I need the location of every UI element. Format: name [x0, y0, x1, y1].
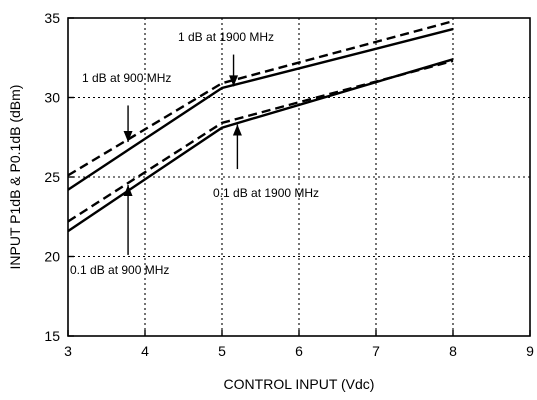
annotation-label: 1 dB at 900 MHz: [82, 71, 171, 85]
y-ticks: 15 20 25 30 35: [44, 10, 74, 344]
series-line: [68, 59, 453, 231]
grid: [68, 18, 530, 336]
y-tick-label: 35: [44, 10, 60, 26]
annotation-label: 0.1 dB at 1900 MHz: [213, 186, 319, 200]
y-tick-label: 20: [44, 249, 60, 265]
x-ticks: 3 4 5 6 7 8 9: [64, 330, 534, 359]
y-tick-label: 25: [44, 169, 60, 185]
x-tick-label: 7: [372, 343, 380, 359]
x-tick-label: 3: [64, 343, 72, 359]
x-tick-label: 5: [218, 343, 226, 359]
x-tick-label: 9: [526, 343, 534, 359]
x-tick-label: 8: [449, 343, 457, 359]
y-tick-label: 15: [44, 328, 60, 344]
annotation-label: 0.1 dB at 900 MHz: [70, 263, 169, 277]
series-line: [68, 29, 453, 190]
y-axis-label: INPUT P1dB & P0.1dB (dBm): [7, 85, 23, 270]
annotation-label: 1 dB at 1900 MHz: [178, 30, 274, 44]
x-tick-label: 6: [295, 343, 303, 359]
x-tick-label: 4: [141, 343, 149, 359]
annotation-arrow-head: [124, 185, 133, 196]
y-tick-label: 30: [44, 90, 60, 106]
x-axis-label: CONTROL INPUT (Vdc): [224, 376, 375, 392]
annotation-arrow-head: [233, 125, 242, 136]
